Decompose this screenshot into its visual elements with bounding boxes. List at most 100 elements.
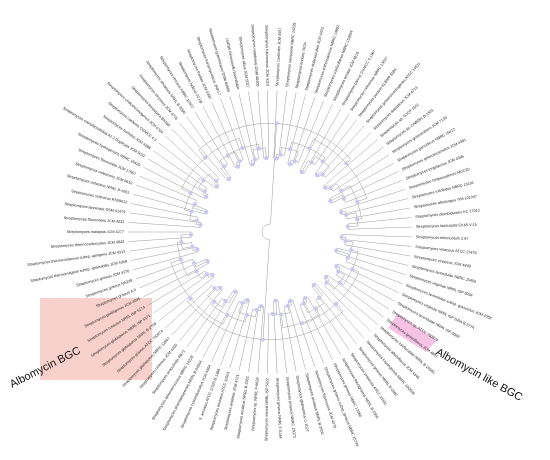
tree-branch: [314, 119, 358, 174]
node-marker: [260, 337, 266, 342]
node-marker: [334, 264, 339, 269]
leaf-label: Streptomyces thermocarboxydus JCM 4843: [50, 240, 124, 249]
tree-branch: [324, 278, 378, 325]
tree-branch: [303, 108, 342, 174]
tree-branch: [165, 285, 212, 329]
node-marker: [273, 298, 278, 303]
tree-branch: [165, 135, 219, 185]
leaf-label: Streptomyces flavovirens JCM 4032: [64, 216, 125, 224]
node-marker: [323, 274, 329, 280]
tree-branch: [130, 203, 198, 218]
leaf-label: Streptomyces fulvissimus JCM 4110: [264, 25, 269, 86]
node-marker: [320, 172, 325, 177]
tree-branch: [143, 167, 206, 200]
node-marker: [292, 159, 297, 164]
tree-branch: [195, 261, 208, 268]
tree-branch: [315, 283, 365, 339]
node-marker: [245, 298, 250, 303]
leaf-label: Streptomyces sp. NRRL F-6628: [251, 377, 260, 431]
tree-branch: [346, 261, 403, 284]
node-marker: [218, 285, 223, 291]
tree-branch: [171, 286, 219, 336]
node-marker: [323, 185, 328, 190]
tree-branch: [299, 104, 333, 172]
tree-branch: [262, 239, 270, 340]
node-marker: [316, 295, 322, 300]
tree-branch: [299, 305, 324, 364]
node-marker: [212, 286, 217, 291]
leaf-label: Streptomyces lividans TK24: [295, 42, 308, 89]
node-marker: [349, 248, 354, 253]
tree-branch: [211, 102, 241, 166]
node-marker: [212, 299, 217, 304]
node-marker: [257, 146, 262, 151]
node-marker: [204, 209, 209, 215]
tree-branch: [153, 150, 207, 189]
tree-branch: [323, 285, 372, 332]
leaf-label: Streptomyces fradiae JCM 4392: [186, 49, 212, 100]
node-marker: [339, 210, 344, 215]
node-marker: [355, 199, 360, 204]
tree-branch: [181, 138, 240, 189]
tree-branch: [292, 97, 315, 165]
tree-branch: [278, 90, 287, 159]
tree-branch: [128, 222, 201, 228]
tree-branch: [130, 246, 197, 261]
tree-branch: [318, 125, 365, 177]
node-marker: [214, 184, 220, 189]
node-marker: [287, 147, 293, 152]
tree-branch: [336, 247, 409, 266]
node-marker: [309, 160, 314, 165]
node-marker: [188, 232, 194, 237]
node-marker: [285, 303, 290, 308]
tree-branch: [301, 160, 309, 173]
tree-branch: [220, 299, 246, 366]
tree-branch: [313, 284, 323, 296]
node-marker: [204, 272, 209, 277]
node-marker: [240, 300, 245, 305]
tree-branch: [315, 299, 350, 351]
tree-branch: [202, 106, 236, 168]
tree-branch: [344, 244, 410, 257]
tree-branch: [332, 154, 390, 192]
leaf-label: Streptomyces vinaceus ATCC 27476: [415, 245, 477, 255]
leaf-label: Streptomyces malaysis JCM 4277: [67, 230, 124, 234]
node-marker: [320, 159, 325, 164]
leaf-label: Streptomyces sampsonii NBRC 14228: [285, 22, 297, 87]
tree-branch: [229, 300, 250, 369]
node-marker: [204, 194, 209, 199]
node-marker: [233, 289, 238, 294]
tree-branch: [194, 111, 228, 165]
node-marker: [288, 298, 293, 303]
node-marker: [344, 212, 349, 218]
tree-branch: [133, 251, 198, 271]
tree-branches: [128, 90, 412, 374]
tree-branch: [330, 194, 343, 202]
leaf-label: Streptomyces tirtinnuotum 2.97: [416, 235, 469, 241]
tree-branch: [302, 299, 333, 360]
node-marker: [188, 296, 193, 301]
node-marker: [264, 155, 269, 161]
node-marker: [334, 248, 339, 253]
node-marker: [188, 190, 193, 196]
node-marker: [301, 301, 306, 306]
tree-branch: [325, 132, 372, 178]
node-marker: [240, 145, 245, 151]
leaf-label: Streptomyces anulatus NRRL B-3362: [236, 376, 250, 439]
tree-branch: [159, 276, 215, 321]
node-marker: [194, 269, 199, 274]
tree-branch: [347, 217, 412, 225]
tree-branch: [129, 212, 201, 223]
tree-branch: [135, 184, 208, 211]
tree-branch: [257, 90, 264, 159]
tree-branch: [337, 263, 399, 293]
tree-branch: [287, 301, 306, 370]
tree-branch: [171, 128, 220, 179]
tree-branch: [179, 122, 228, 181]
node-marker: [201, 178, 206, 183]
tree-leaves: Streptomyces tirtinnuotum 2.97 Streptomyc…: [27, 22, 492, 447]
tree-branch: [283, 306, 297, 372]
leaf-label: Streptomyces setonii NRRL ISP 5322: [264, 378, 269, 441]
albomycin-bgc-highlight: [40, 298, 152, 380]
